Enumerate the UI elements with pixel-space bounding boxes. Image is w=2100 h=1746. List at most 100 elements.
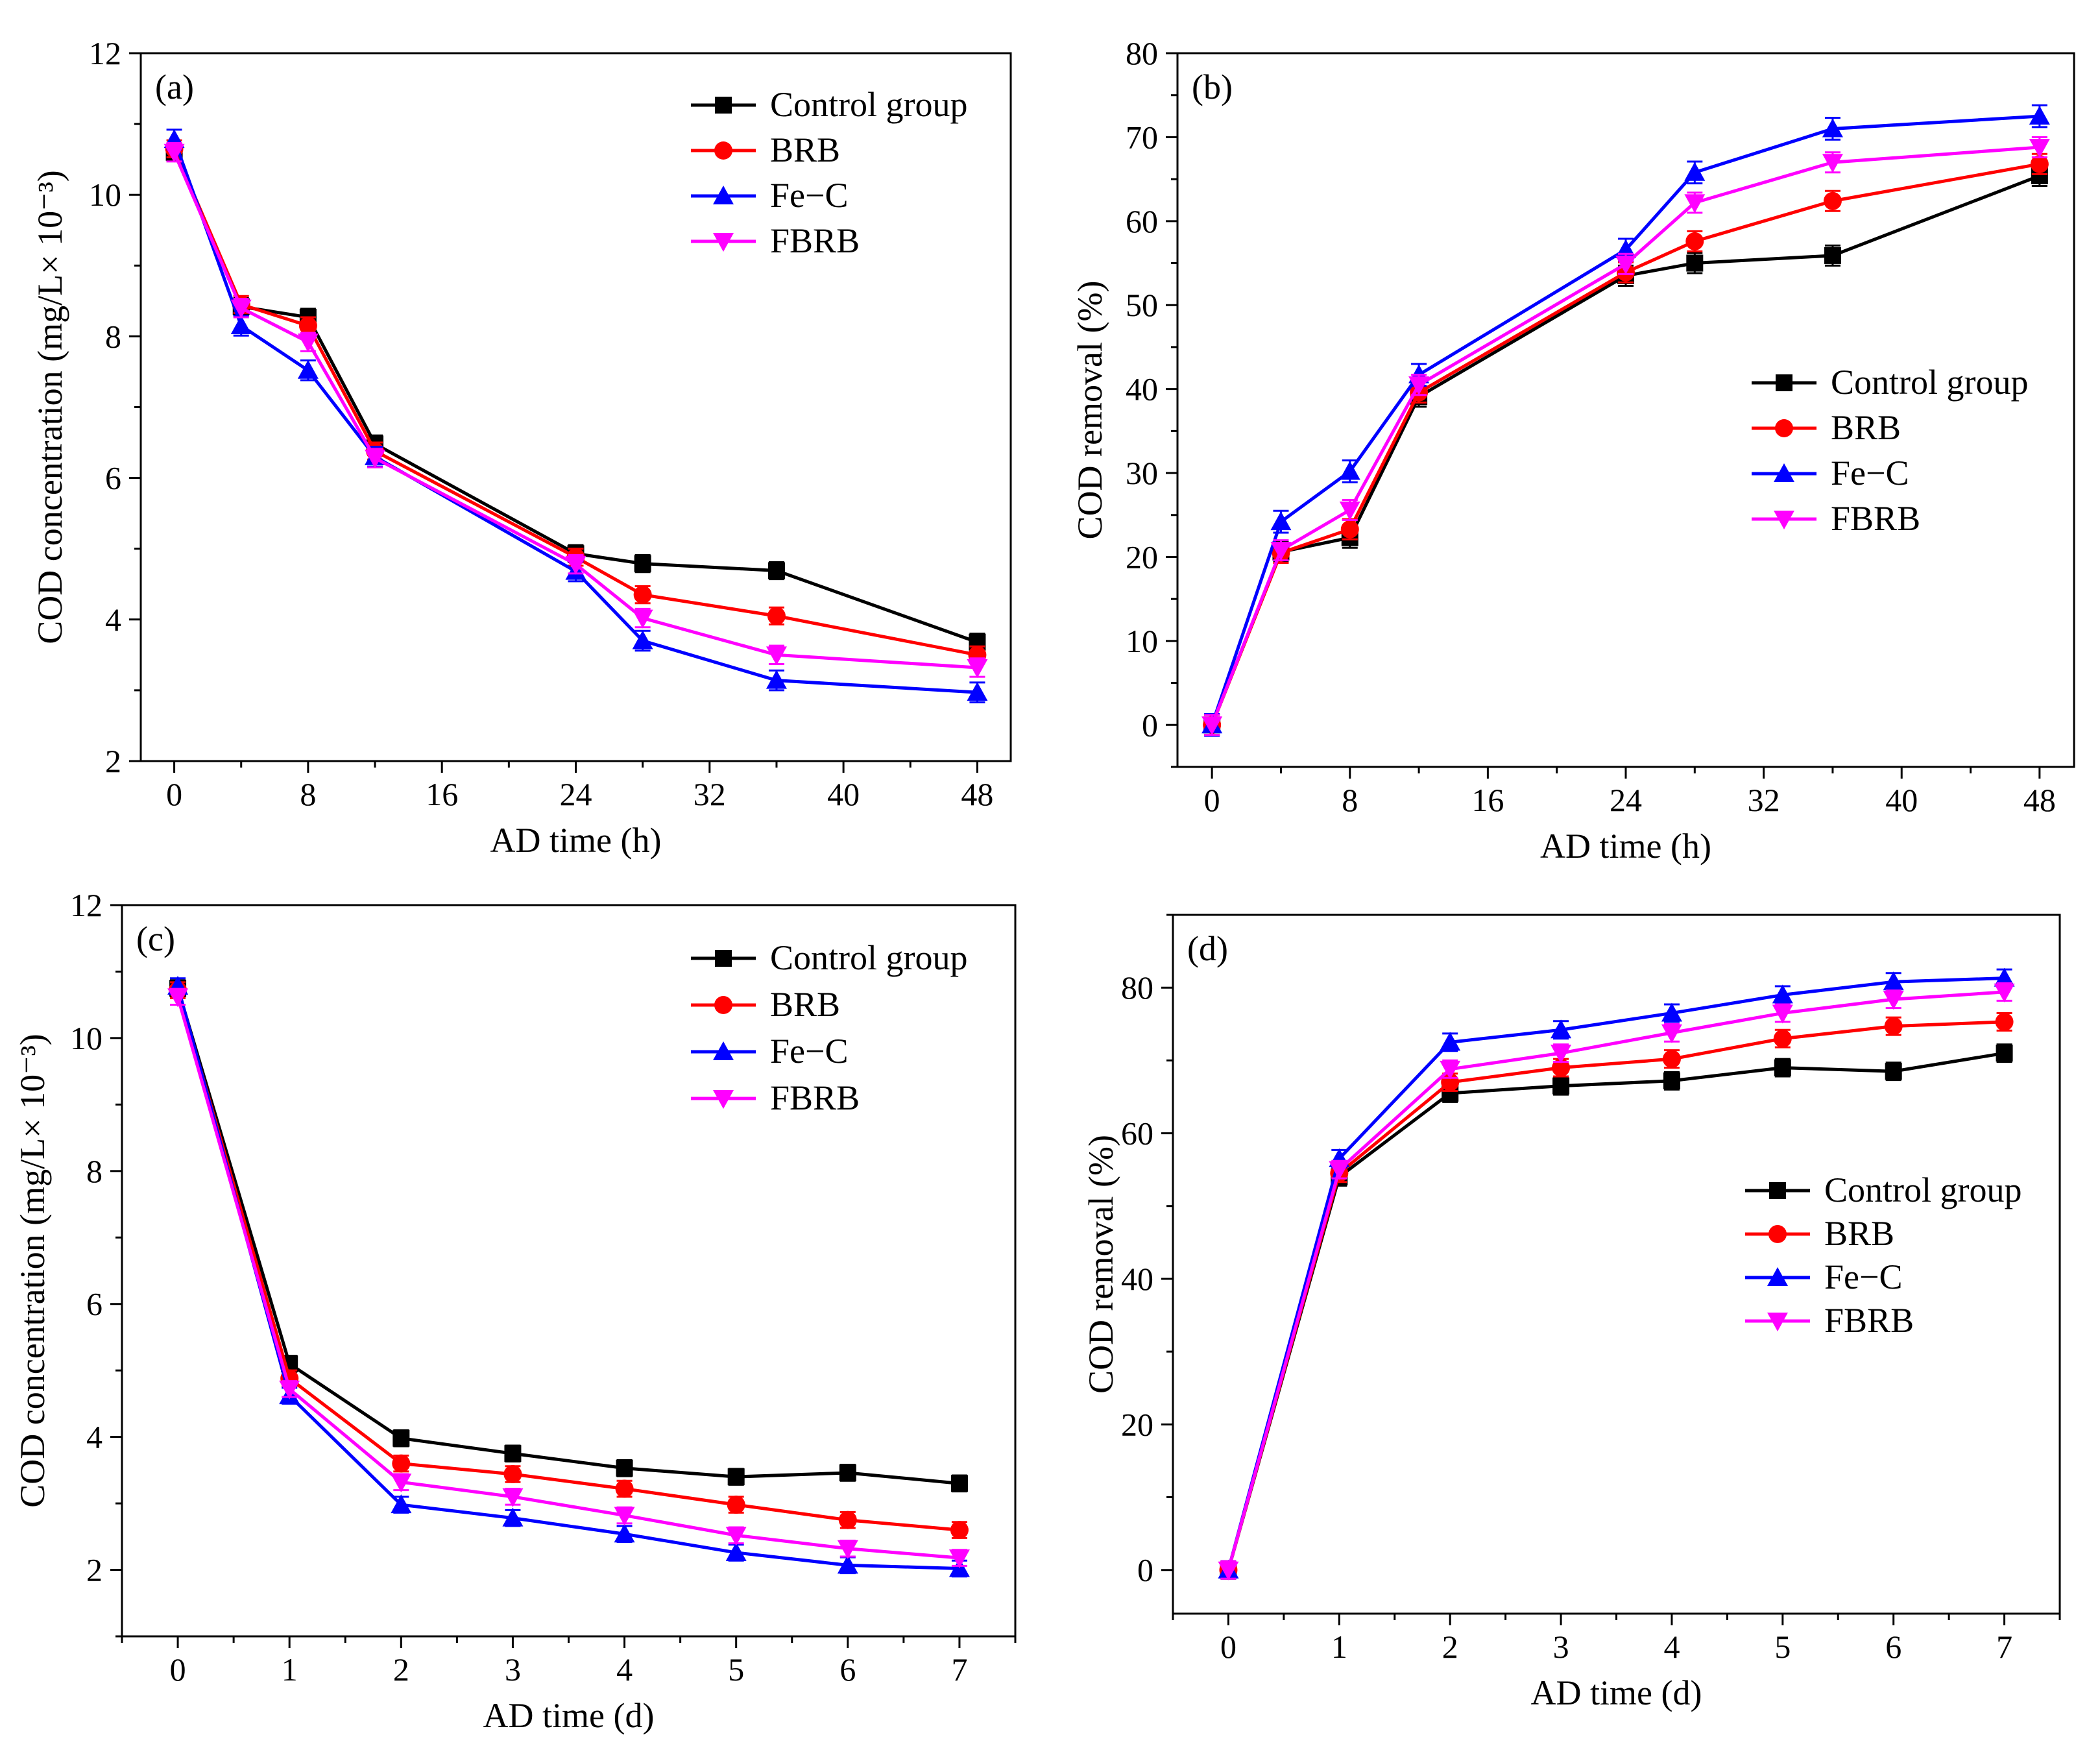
chart-panel-b: 0 8 16 24 32 40 48 0 10 20 30 40 50 60 70 80 AD time (h)… [1070,35,2075,866]
data-point [502,1488,524,1507]
series-line [176,996,960,1560]
legend: Control group BRB Fe−C FBRB [1752,363,2029,538]
data-point [766,670,787,689]
data-point [1824,247,1841,264]
data-point [767,562,785,579]
x-tick-label: 6 [839,1651,856,1688]
data-point [616,1459,633,1477]
legend-label: Control group [770,938,968,977]
data-point [391,1473,412,1493]
legend-marker [714,141,732,160]
y-axis-label: COD removal (%) [1081,1135,1120,1394]
data-point [163,143,185,163]
y-axis-label: COD removal (%) [1070,281,1109,540]
y-tick-label: 40 [1121,1261,1153,1297]
data-point [1994,967,2015,987]
y-tick-label: 60 [1121,1115,1153,1152]
data-point [1551,1045,1572,1064]
legend-label: FBRB [770,1078,860,1117]
data-point [615,1479,634,1498]
data-point [1662,1050,1681,1069]
y-tick-label: 50 [1126,287,1158,323]
legend-label: Control group [770,85,968,124]
data-point [1339,502,1360,520]
data-point [503,1465,522,1484]
y-tick-label: 4 [105,601,121,638]
data-point [1774,1059,1791,1076]
data-point [565,555,586,575]
x-tick-label: 2 [1442,1629,1458,1665]
panel-label: (a) [155,67,194,106]
data-point [297,333,319,353]
data-point [838,1510,857,1529]
x-tick-label: 5 [1774,1629,1791,1665]
y-tick-label: 0 [1137,1552,1153,1588]
legend-label: FBRB [770,221,860,260]
data-point [2029,106,2050,125]
x-tick-label: 48 [961,776,993,812]
legend: Control group BRB Fe−C FBRB [691,85,968,260]
legend-marker [1774,463,1794,482]
legend-label: BRB [770,130,840,169]
series-line [173,148,978,657]
series-line [1210,114,2040,726]
x-axis-label: AD time (h) [1540,827,1711,866]
data-point [298,317,317,335]
y-tick-label: 20 [1121,1406,1153,1442]
data-point [1552,1077,1570,1095]
data-point [633,585,652,604]
legend-marker [713,186,734,204]
series-fbrb [1218,982,2015,1581]
x-tick-label: 40 [1885,782,1918,818]
x-tick-label: 7 [1996,1629,2012,1665]
y-tick-label: 8 [105,318,121,354]
x-tick-label: 16 [426,776,458,812]
x-axis-label: AD time (d) [483,1696,655,1735]
data-point [837,1540,858,1559]
legend-label: Fe−C [1831,454,1909,492]
y-tick-label: 8 [86,1153,103,1189]
x-tick-label: 32 [694,776,726,812]
y-tick-label: 4 [86,1419,103,1455]
data-point [1884,1017,1903,1036]
legend-label: FBRB [1831,499,1920,538]
data-point [766,646,787,666]
data-point [1440,1060,1461,1080]
series-line [1227,976,2005,1571]
series-line [1227,1051,2005,1571]
data-point [230,299,252,319]
x-tick-label: 0 [1220,1629,1237,1665]
x-tick-label: 24 [560,776,592,812]
y-tick-label: 20 [1126,539,1158,575]
legend-label: Control group [1831,363,2029,402]
data-point [504,1445,522,1462]
legend-marker [1775,419,1793,437]
data-point [1270,511,1292,531]
series-line [1210,162,2040,726]
x-tick-label: 16 [1471,782,1504,818]
data-point [1883,971,1904,991]
data-point [614,1523,635,1543]
legend-marker [715,950,732,967]
legend-label: BRB [1831,408,1901,447]
legend: Control group BRB Fe−C FBRB [1745,1170,2022,1340]
x-tick-label: 32 [1748,782,1780,818]
data-point [837,1555,858,1574]
data-point [948,1549,970,1569]
legend-marker [714,996,732,1014]
series-fe-c [1201,104,2050,737]
data-point [279,1380,300,1400]
data-point [1823,191,1842,210]
legend-marker [1769,1182,1786,1199]
y-tick-label: 10 [70,1020,103,1056]
legend-marker [1767,1313,1788,1331]
x-tick-label: 4 [1663,1629,1680,1665]
x-tick-label: 2 [393,1651,409,1688]
series-fe-c [163,128,988,703]
data-point [1551,1019,1572,1039]
y-tick-label: 60 [1126,203,1158,239]
series-line [1227,990,2005,1571]
data-point [967,659,988,678]
